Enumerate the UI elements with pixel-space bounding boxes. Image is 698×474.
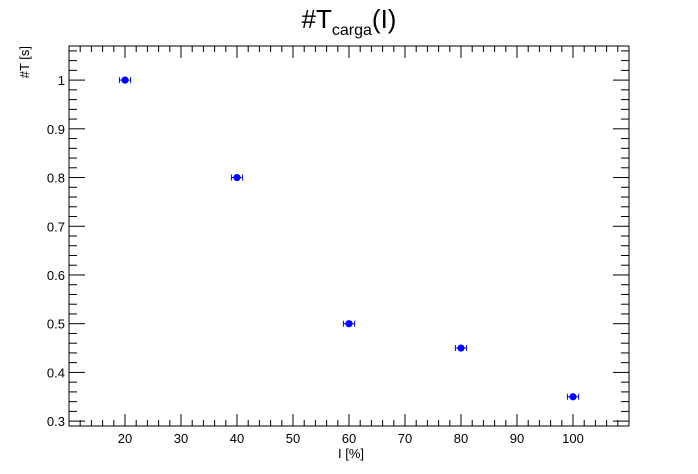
plot-frame (68, 45, 630, 427)
data-point (233, 173, 241, 182)
y-tick-label: 0.5 (47, 317, 65, 332)
data-point (457, 344, 465, 352)
y-tick-label: 0.6 (47, 268, 65, 283)
x-tick-label: 100 (562, 431, 584, 446)
x-tick-label: 60 (342, 431, 356, 446)
chart-title: #Tcarga(I) (0, 4, 698, 39)
x-tick-label: 40 (230, 431, 244, 446)
x-axis-label: I [%] (338, 446, 364, 461)
y-axis-label: #T [s] (17, 46, 32, 78)
y-tick-label: 0.4 (47, 365, 65, 380)
x-tick-label: 20 (118, 431, 132, 446)
x-tick-label: 80 (454, 431, 468, 446)
data-point (345, 320, 353, 328)
x-tick-label: 50 (286, 431, 300, 446)
title-suffix: (I) (371, 4, 397, 34)
data-point (569, 393, 577, 401)
x-tick-label: 70 (398, 431, 412, 446)
y-tick-label: 1 (58, 73, 65, 88)
data-point (121, 76, 129, 84)
x-tick-label: 30 (174, 431, 188, 446)
y-tick-label: 0.3 (47, 414, 65, 429)
title-subscript: carga (331, 22, 372, 39)
y-tick-label: 0.8 (47, 171, 65, 186)
title-main: #T (301, 4, 332, 34)
y-tick-label: 0.7 (47, 219, 65, 234)
y-tick-label: 0.9 (47, 122, 65, 137)
x-tick-label: 90 (510, 431, 524, 446)
